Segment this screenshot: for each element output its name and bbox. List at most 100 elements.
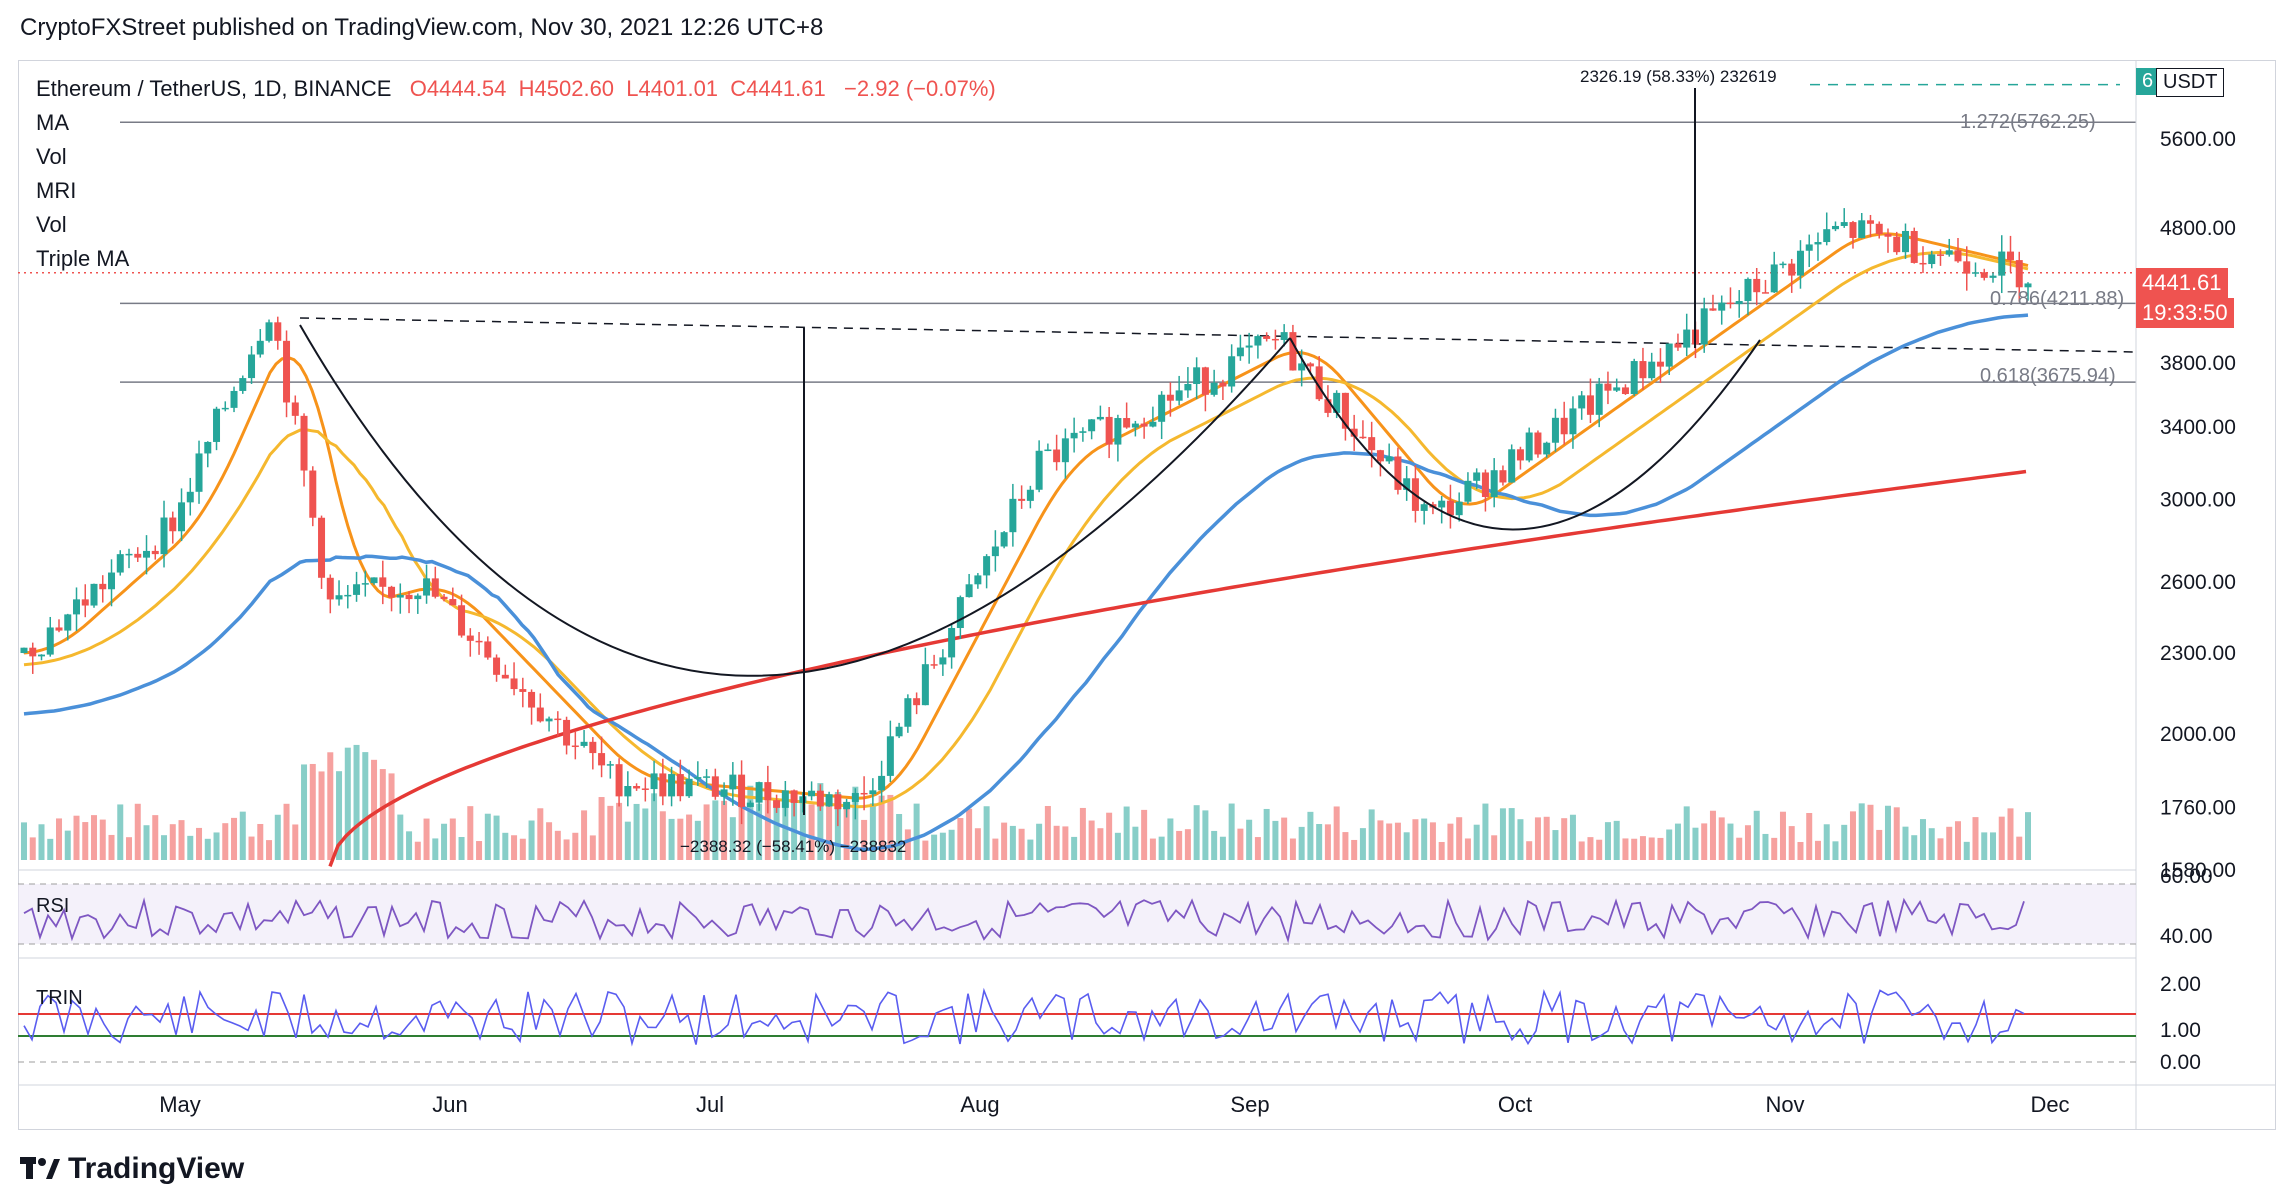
candle-body [73,599,81,615]
volume-bar [362,752,369,860]
candle-body [606,764,614,766]
candle-body [528,691,536,708]
candle-body [1525,432,1533,461]
volume-bar [371,759,378,860]
volume-bar [1438,841,1445,860]
volume-bar [1858,803,1865,860]
volume-bar [721,800,728,860]
candle-body [808,790,816,797]
fib-label: 1.272(5762.25) [1960,111,2096,133]
candle-body [318,517,326,578]
indicator-ma[interactable]: MA [36,110,69,135]
indicator-mri[interactable]: MRI [36,178,77,203]
indicator-vol-2[interactable]: Vol [36,212,67,237]
volume-bar [1744,825,1751,860]
volume-bar [843,801,850,860]
volume-bar [309,763,316,860]
candle-body [1245,345,1253,348]
footer-brand[interactable]: TradingView [20,1152,244,1186]
volume-bar [764,786,771,860]
volume-bar [878,795,885,860]
candle-body [755,782,763,803]
candle-body [440,596,448,600]
currency-badge[interactable]: USDT [2156,68,2225,97]
trin-tick-label: 2.00 [2160,973,2201,996]
volume-bar [589,835,596,860]
candle-body [1516,449,1524,461]
alert-count-badge[interactable]: 6 [2136,68,2160,95]
volume-bar [1333,806,1340,860]
rsi-tick-label: 60.00 [2160,865,2213,888]
volume-bar [957,818,964,860]
indicator-vol[interactable]: Vol [36,144,67,169]
volume-bar [1674,823,1681,860]
volume-bar [379,769,386,860]
time-tick-label: Oct [1498,1092,1532,1117]
chart-legend: Ethereum / TetherUS, 1D, BINANCE O4444.5… [36,72,996,276]
candle-body [423,578,431,596]
volume-bar [1272,820,1279,860]
volume-bar [598,797,605,860]
candle-body [1709,308,1717,311]
indicator-triple-ma[interactable]: Triple MA [36,246,130,271]
volume-bar [1132,826,1139,860]
candle-body [1420,504,1428,511]
candle-body [668,774,676,797]
volume-bar [852,786,859,860]
volume-bar [1202,810,1209,860]
candle-body [1893,236,1901,253]
volume-bar [344,747,351,860]
ma-50-line [23,250,2029,809]
candle-body [1613,387,1621,391]
candle-body [1683,329,1691,348]
candle-body [396,594,404,598]
candle-body [46,627,54,655]
candle-body [1770,264,1778,293]
volume-bar [178,820,185,860]
candle-body [335,595,343,600]
candle-body [1901,230,1909,253]
volume-bar [1919,819,1926,860]
candle-body [178,502,186,532]
candle-body [1254,336,1262,346]
chart-frame[interactable] [18,60,2276,1130]
candle-body [974,575,982,585]
volume-bar [476,841,483,860]
volume-bar [441,823,448,860]
volume-bar [1587,837,1594,860]
ma-20-line [23,232,2029,800]
candle-body [108,572,116,590]
volume-bar [414,841,421,860]
volume-bar [1937,838,1944,860]
candle-body [1499,470,1507,483]
candle-body [1569,408,1577,435]
volume-bar [266,840,273,860]
candle-body [825,794,833,807]
volume-bar [2025,812,2031,860]
rsi-band [18,884,2136,944]
candle-body [1656,361,1664,367]
candle-body [1753,278,1761,293]
volume-bar [1683,806,1690,860]
volume-bar [537,808,544,860]
volume-bar [257,823,264,860]
candle-body [1306,363,1314,367]
volume-bar [222,823,229,860]
volume-bar [1762,833,1769,860]
candle-body [624,785,632,797]
volume-bar [1604,822,1611,860]
volume-bar [1141,809,1148,860]
symbol-title[interactable]: Ethereum / TetherUS, 1D, BINANCE [36,76,392,101]
candle-body [1149,421,1157,427]
volume-bar [712,800,719,860]
candle-body [2006,251,2014,261]
candle-body [466,635,474,641]
candle-body [239,378,247,391]
price-tick-label: 5600.00 [2160,128,2236,151]
candle-body [851,792,859,802]
candle-body [1630,361,1638,395]
candle-body [1368,437,1376,451]
candle-body [921,664,929,706]
candle-body [353,584,361,595]
